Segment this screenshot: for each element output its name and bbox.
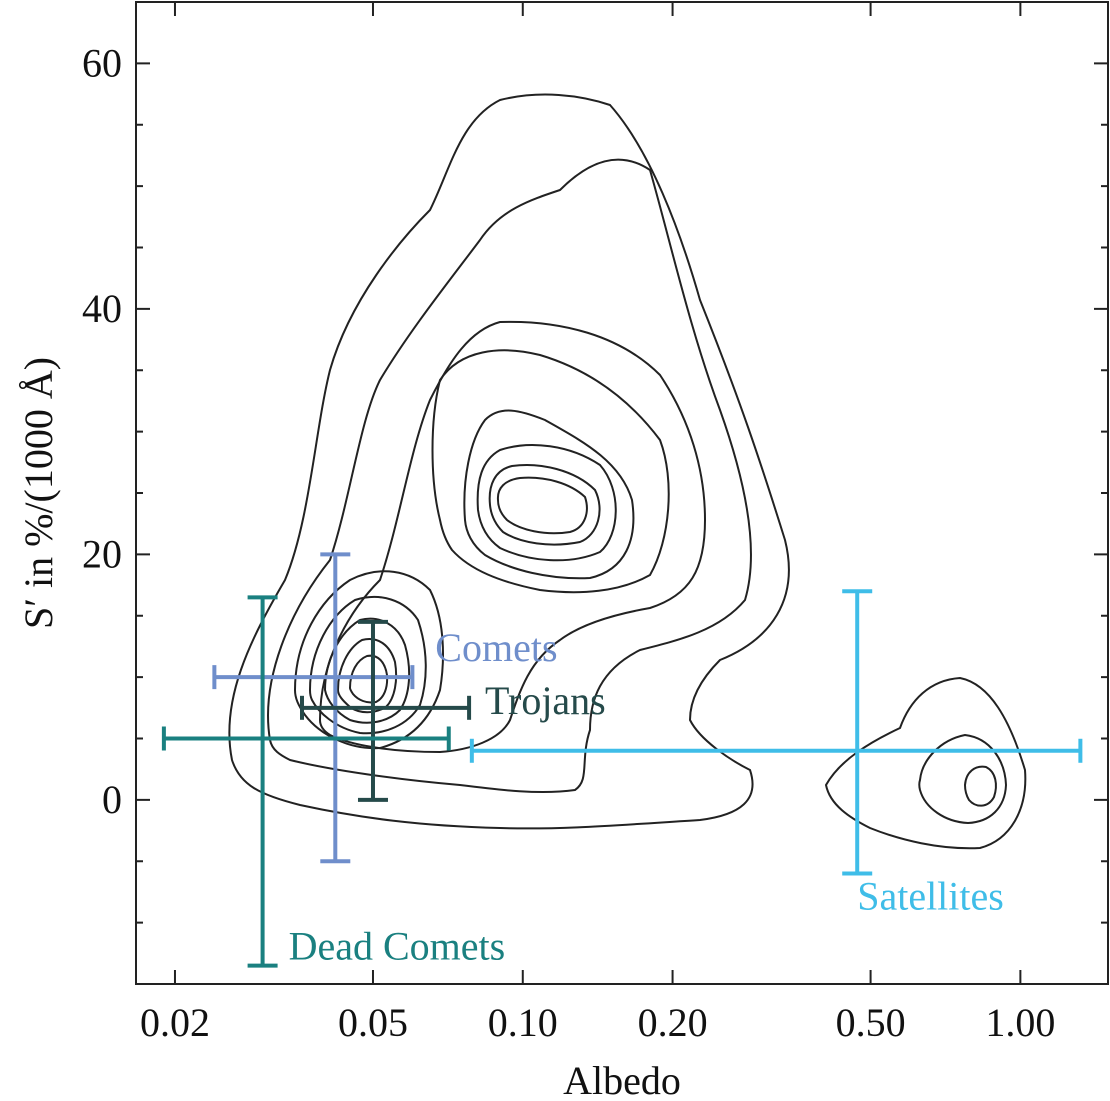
label-satellites: Satellites [857,874,1004,919]
y-tick-label: 40 [82,286,122,331]
contour-outer-main [228,93,790,830]
x-tick-label: 0.10 [488,1000,558,1045]
group-labels: Comets Trojans Dead Comets Satellites [289,625,1004,968]
x-tick-label: 0.02 [140,1000,210,1045]
x-tick-label: 1.00 [985,1000,1055,1045]
contour-3 [318,320,707,754]
y-tick-label: 60 [82,40,122,85]
y-tick-label: 0 [102,777,122,822]
x-tick-label: 0.05 [338,1000,408,1045]
contour-12 [336,638,398,714]
y-axis-label: S′ in %/(1000 Å) [16,357,61,629]
label-dead-comets: Dead Comets [289,924,506,969]
errorbar-trojans [299,619,472,802]
errorbar-dead-comets [161,595,451,968]
contour-6 [476,444,617,562]
contour-9 [293,570,444,750]
x-axis-label: Albedo [563,1058,681,1101]
x-tick-label: 0.50 [836,1000,906,1045]
contour-2 [267,158,752,794]
density-contours [228,93,1027,850]
contour-right-3 [963,765,997,807]
contour-7 [488,464,601,546]
errorbar-satellites [469,589,1083,876]
contour-right-2 [918,733,1008,825]
y-tick-label: 20 [82,531,122,576]
contour-11 [323,617,411,724]
contour-8 [496,476,588,535]
error-bars [161,552,1083,968]
x-tick-label: 0.20 [638,1000,708,1045]
contour-4 [431,349,670,594]
contour-10 [308,595,427,735]
plot-area [135,1,1109,985]
axes: 0.02 0.05 0.10 0.20 0.50 1.00 0 20 40 60 [82,1,1108,1045]
label-trojans: Trojans [485,678,606,723]
contour-right-outer [824,676,1027,850]
contour-13 [348,654,389,704]
label-comets: Comets [435,625,557,670]
contour-5 [463,409,635,580]
